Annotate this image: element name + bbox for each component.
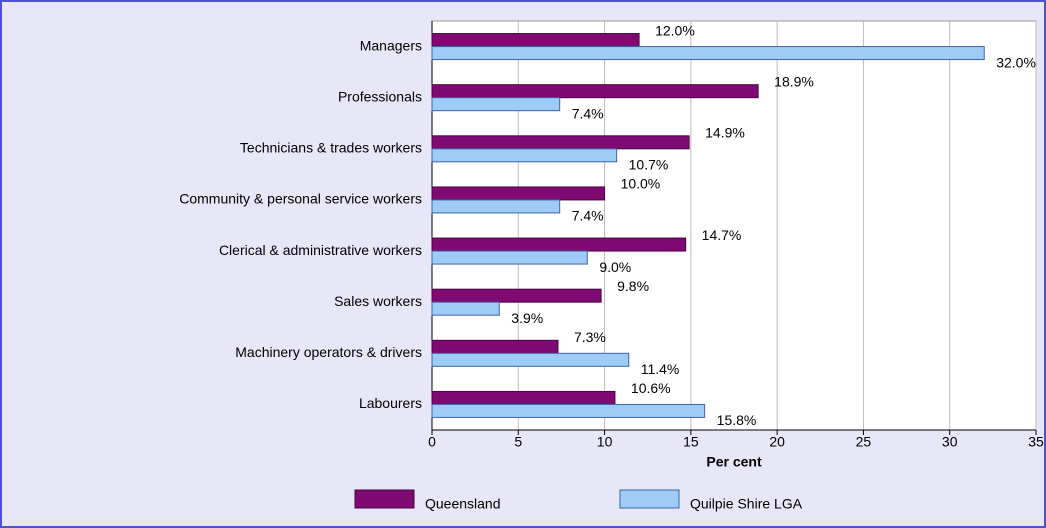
bar xyxy=(431,135,690,150)
value-label: 9.0% xyxy=(599,259,631,275)
bar xyxy=(431,199,561,214)
bar xyxy=(431,352,630,367)
legend-swatch xyxy=(354,489,415,509)
x-tick-label: 10 xyxy=(597,434,613,450)
value-label: 32.0% xyxy=(996,54,1036,70)
x-tick-label: 25 xyxy=(856,434,872,450)
x-tick-label: 0 xyxy=(428,434,436,450)
y-tick-label: Machinery operators & drivers xyxy=(235,344,422,360)
bar xyxy=(431,46,985,61)
bar xyxy=(431,33,640,48)
legend-label: Quilpie Shire LGA xyxy=(690,496,803,512)
legend-label: Queensland xyxy=(425,496,501,512)
y-tick-label: Professionals xyxy=(338,88,422,104)
value-label: 7.3% xyxy=(574,329,606,345)
y-tick-label: Managers xyxy=(360,37,422,53)
value-label: 15.8% xyxy=(717,412,757,428)
value-label: 14.7% xyxy=(702,227,742,243)
x-tick-label: 30 xyxy=(942,434,958,450)
bar xyxy=(431,288,602,303)
value-label: 10.7% xyxy=(629,157,669,173)
bar xyxy=(431,301,500,316)
value-label: 10.6% xyxy=(631,380,671,396)
value-label: 9.8% xyxy=(617,278,649,294)
bar xyxy=(431,390,616,405)
value-label: 7.4% xyxy=(572,208,604,224)
bar xyxy=(431,186,606,201)
value-label: 11.4% xyxy=(641,361,680,377)
bar xyxy=(431,237,687,252)
x-tick-label: 35 xyxy=(1028,434,1044,450)
x-tick-label: 5 xyxy=(514,434,522,450)
bar xyxy=(431,250,588,265)
plot-area xyxy=(431,20,1037,431)
value-label: 10.0% xyxy=(621,176,661,192)
y-tick-label: Clerical & administrative workers xyxy=(219,242,422,258)
y-tick-label: Community & personal service workers xyxy=(179,191,422,207)
bar xyxy=(431,97,561,112)
bar xyxy=(431,339,559,354)
legend-swatch xyxy=(619,489,680,509)
x-axis-label: Per cent xyxy=(706,454,762,470)
bar xyxy=(431,148,618,163)
y-tick-label: Labourers xyxy=(359,395,422,411)
x-tick-label: 20 xyxy=(769,434,785,450)
value-label: 3.9% xyxy=(511,310,543,326)
value-label: 14.9% xyxy=(705,125,745,141)
y-tick-label: Sales workers xyxy=(334,293,422,309)
bar xyxy=(431,84,759,99)
bar xyxy=(431,403,706,418)
value-label: 18.9% xyxy=(774,73,814,89)
y-tick-label: Technicians & trades workers xyxy=(240,140,422,156)
value-label: 12.0% xyxy=(655,22,695,38)
value-label: 7.4% xyxy=(572,105,604,121)
x-tick-label: 15 xyxy=(683,434,699,450)
